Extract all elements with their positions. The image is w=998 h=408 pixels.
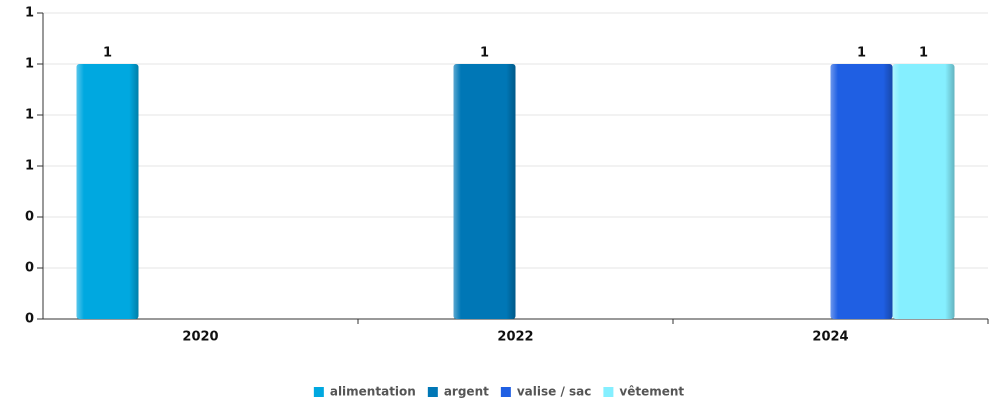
bar-shine (892, 64, 955, 319)
x-tick-label: 2024 (812, 330, 848, 345)
y-tick-label: 0 (25, 210, 34, 225)
legend-label: argent (444, 385, 489, 399)
data-label: 1 (103, 46, 112, 61)
legend-label: alimentation (330, 385, 416, 399)
y-tick-label: 1 (25, 108, 34, 123)
data-label: 1 (919, 46, 928, 61)
data-label: 1 (480, 46, 489, 61)
x-tick-label: 2020 (182, 330, 218, 345)
data-label: 1 (857, 46, 866, 61)
y-tick-label: 0 (25, 261, 34, 276)
bar-shine (830, 64, 893, 319)
legend-label: valise / sac (517, 385, 592, 399)
y-tick-label: 1 (25, 159, 34, 174)
x-tick-label: 2022 (497, 330, 533, 345)
legend-swatch (603, 387, 614, 397)
legend-swatch (313, 387, 324, 397)
y-tick-label: 1 (25, 6, 34, 21)
y-tick-label: 0 (25, 312, 34, 327)
bar-shine (453, 64, 516, 319)
legend-swatch (500, 387, 511, 397)
legend-swatch (427, 387, 438, 397)
legend-label: vêtement (619, 385, 684, 399)
y-tick-label: 1 (25, 57, 34, 72)
bar-shine (76, 64, 139, 319)
